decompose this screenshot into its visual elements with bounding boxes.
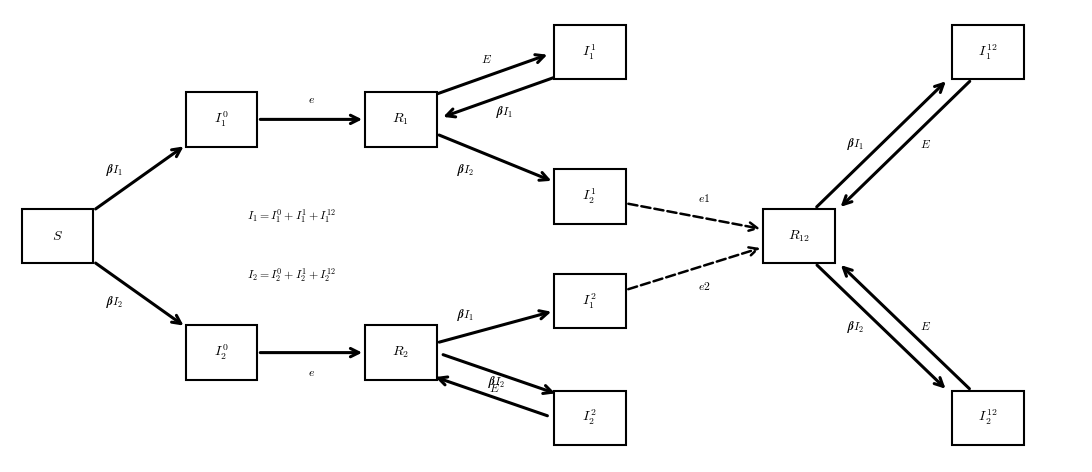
FancyBboxPatch shape [952, 391, 1023, 445]
Text: $E$: $E$ [480, 53, 491, 66]
FancyBboxPatch shape [554, 274, 626, 329]
FancyBboxPatch shape [365, 92, 437, 147]
Text: $E$: $E$ [489, 382, 500, 396]
Text: $e$: $e$ [308, 366, 314, 379]
Text: $E$: $E$ [919, 138, 930, 151]
FancyBboxPatch shape [763, 209, 834, 263]
FancyBboxPatch shape [952, 25, 1023, 79]
Text: $I^{\,12}_{\,2}$: $I^{\,12}_{\,2}$ [977, 408, 998, 428]
Text: $\boldsymbol{\beta I_2}$: $\boldsymbol{\beta I_2}$ [846, 319, 864, 335]
Text: $\boldsymbol{\beta I_1}$: $\boldsymbol{\beta I_1}$ [846, 136, 864, 152]
Text: $I^{\,1}_{2}$: $I^{\,1}_{2}$ [582, 187, 597, 206]
Text: $R_{2}$: $R_{2}$ [392, 345, 410, 360]
Text: $I_{2} = I^{0}_{2} + I^{1}_{2} + I^{12}_{2}$: $I_{2} = I^{0}_{2} + I^{1}_{2} + I^{12}_… [247, 267, 336, 285]
FancyBboxPatch shape [554, 169, 626, 224]
Text: $e2$: $e2$ [698, 280, 711, 293]
Text: $e$: $e$ [308, 93, 314, 106]
Text: $I^{\,2}_{2}$: $I^{\,2}_{2}$ [582, 408, 597, 428]
FancyBboxPatch shape [186, 325, 258, 380]
FancyBboxPatch shape [365, 325, 437, 380]
FancyBboxPatch shape [554, 25, 626, 79]
Text: $\boldsymbol{\beta I_1}$: $\boldsymbol{\beta I_1}$ [456, 307, 474, 323]
Text: $\boldsymbol{\beta} \boldsymbol{I_1}$: $\boldsymbol{\beta} \boldsymbol{I_1}$ [106, 162, 123, 178]
Text: $\boldsymbol{\beta I_1}$: $\boldsymbol{\beta I_1}$ [496, 104, 513, 120]
Text: $I^{\,1}_{1}$: $I^{\,1}_{1}$ [582, 42, 597, 62]
FancyBboxPatch shape [186, 92, 258, 147]
Text: $R_{1}$: $R_{1}$ [392, 112, 410, 127]
Text: $R_{12}$: $R_{12}$ [787, 228, 809, 244]
Text: $I^{\,12}_{\,1}$: $I^{\,12}_{\,1}$ [977, 42, 998, 62]
Text: $S$: $S$ [52, 229, 63, 243]
Text: $E$: $E$ [919, 320, 930, 333]
Text: $I^{\,0}_{2}$: $I^{\,0}_{2}$ [214, 343, 229, 362]
FancyBboxPatch shape [554, 391, 626, 445]
FancyBboxPatch shape [22, 209, 93, 263]
Text: $I^{\,0}_{1}$: $I^{\,0}_{1}$ [214, 110, 229, 129]
Text: $\boldsymbol{\beta I_2}$: $\boldsymbol{\beta I_2}$ [487, 374, 506, 389]
Text: $\boldsymbol{\beta I_2}$: $\boldsymbol{\beta I_2}$ [456, 162, 474, 178]
Text: $I_{1} = I^{0}_{1} + I^{1}_{1} + I^{12}_{1}$: $I_{1} = I^{0}_{1} + I^{1}_{1} + I^{12}_… [247, 207, 336, 225]
Text: $I^{\,2}_{1}$: $I^{\,2}_{1}$ [582, 292, 597, 311]
Text: $e1$: $e1$ [698, 192, 711, 205]
Text: $\boldsymbol{\beta} \boldsymbol{I_2}$: $\boldsymbol{\beta} \boldsymbol{I_2}$ [106, 294, 123, 310]
